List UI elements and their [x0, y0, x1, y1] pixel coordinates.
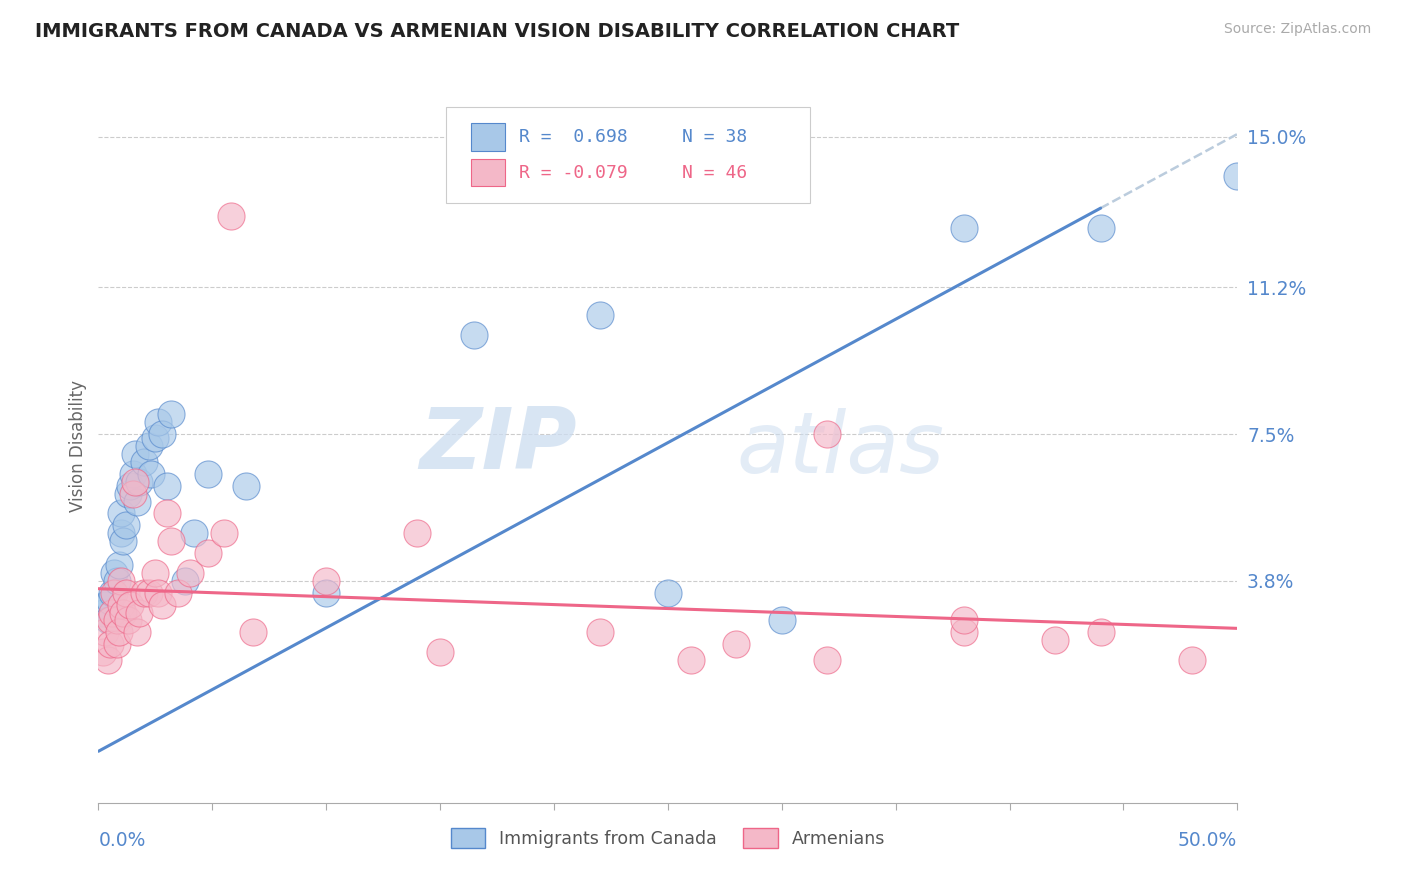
- Text: 0.0%: 0.0%: [98, 830, 146, 849]
- Point: [770, 614, 793, 628]
- Point: [110, 598, 132, 612]
- Text: R =  0.698: R = 0.698: [519, 128, 627, 146]
- Point: [156, 478, 179, 492]
- Point: [406, 526, 429, 541]
- Point: [105, 637, 128, 651]
- Point: [1043, 633, 1066, 648]
- Point: [179, 566, 201, 580]
- Point: [121, 467, 143, 481]
- Point: [145, 566, 167, 580]
- Point: [212, 526, 235, 541]
- Point: [150, 598, 173, 612]
- Point: [98, 593, 121, 607]
- Point: [1181, 653, 1204, 667]
- Point: [156, 507, 179, 521]
- Text: IMMIGRANTS FROM CANADA VS ARMENIAN VISION DISABILITY CORRELATION CHART: IMMIGRANTS FROM CANADA VS ARMENIAN VISIO…: [35, 22, 959, 41]
- Text: 50.0%: 50.0%: [1178, 830, 1237, 849]
- Point: [219, 209, 242, 223]
- Point: [117, 486, 139, 500]
- Point: [105, 574, 128, 588]
- Point: [94, 625, 117, 640]
- Point: [1090, 625, 1112, 640]
- Legend: Immigrants from Canada, Armenians: Immigrants from Canada, Armenians: [444, 821, 891, 855]
- FancyBboxPatch shape: [471, 159, 505, 186]
- FancyBboxPatch shape: [471, 123, 505, 151]
- Point: [197, 546, 219, 560]
- Point: [110, 574, 132, 588]
- Point: [145, 431, 167, 445]
- Text: N = 46: N = 46: [682, 164, 747, 182]
- Point: [108, 625, 131, 640]
- Point: [679, 653, 702, 667]
- Point: [112, 606, 135, 620]
- Point: [146, 415, 169, 429]
- Point: [132, 455, 155, 469]
- Point: [657, 585, 679, 599]
- Point: [315, 585, 337, 599]
- Point: [138, 585, 160, 599]
- Point: [160, 407, 183, 421]
- Point: [98, 614, 121, 628]
- Point: [815, 653, 838, 667]
- Point: [429, 645, 451, 659]
- Point: [463, 328, 485, 343]
- Point: [588, 308, 610, 322]
- Point: [132, 585, 155, 599]
- Point: [96, 653, 118, 667]
- Point: [953, 221, 976, 235]
- Point: [124, 447, 146, 461]
- Text: R = -0.079: R = -0.079: [519, 164, 627, 182]
- Point: [138, 439, 160, 453]
- Point: [953, 625, 976, 640]
- Point: [103, 566, 125, 580]
- Text: N = 38: N = 38: [682, 128, 747, 146]
- Point: [98, 637, 121, 651]
- Text: Source: ZipAtlas.com: Source: ZipAtlas.com: [1223, 22, 1371, 37]
- Point: [110, 507, 132, 521]
- Point: [139, 467, 162, 481]
- Point: [174, 574, 197, 588]
- FancyBboxPatch shape: [446, 107, 810, 203]
- Text: atlas: atlas: [737, 408, 945, 491]
- Point: [128, 475, 150, 489]
- Y-axis label: Vision Disability: Vision Disability: [69, 380, 87, 512]
- Point: [105, 614, 128, 628]
- Point: [128, 606, 150, 620]
- Point: [124, 475, 146, 489]
- Point: [197, 467, 219, 481]
- Point: [127, 494, 149, 508]
- Point: [315, 574, 337, 588]
- Point: [150, 427, 173, 442]
- Point: [110, 526, 132, 541]
- Point: [91, 606, 114, 620]
- Point: [120, 478, 142, 492]
- Point: [725, 637, 748, 651]
- Point: [96, 614, 118, 628]
- Point: [1226, 169, 1249, 184]
- Point: [101, 585, 124, 599]
- Point: [103, 585, 125, 599]
- Point: [160, 534, 183, 549]
- Point: [114, 518, 136, 533]
- Text: ZIP: ZIP: [419, 404, 576, 488]
- Point: [114, 585, 136, 599]
- Point: [242, 625, 264, 640]
- Point: [588, 625, 610, 640]
- Point: [953, 614, 976, 628]
- Point: [117, 614, 139, 628]
- Point: [120, 598, 142, 612]
- Point: [94, 598, 117, 612]
- Point: [101, 606, 124, 620]
- Point: [127, 625, 149, 640]
- Point: [146, 585, 169, 599]
- Point: [91, 645, 114, 659]
- Point: [167, 585, 190, 599]
- Point: [815, 427, 838, 442]
- Point: [121, 486, 143, 500]
- Point: [1090, 221, 1112, 235]
- Point: [112, 534, 135, 549]
- Point: [235, 478, 257, 492]
- Point: [108, 558, 131, 572]
- Point: [183, 526, 205, 541]
